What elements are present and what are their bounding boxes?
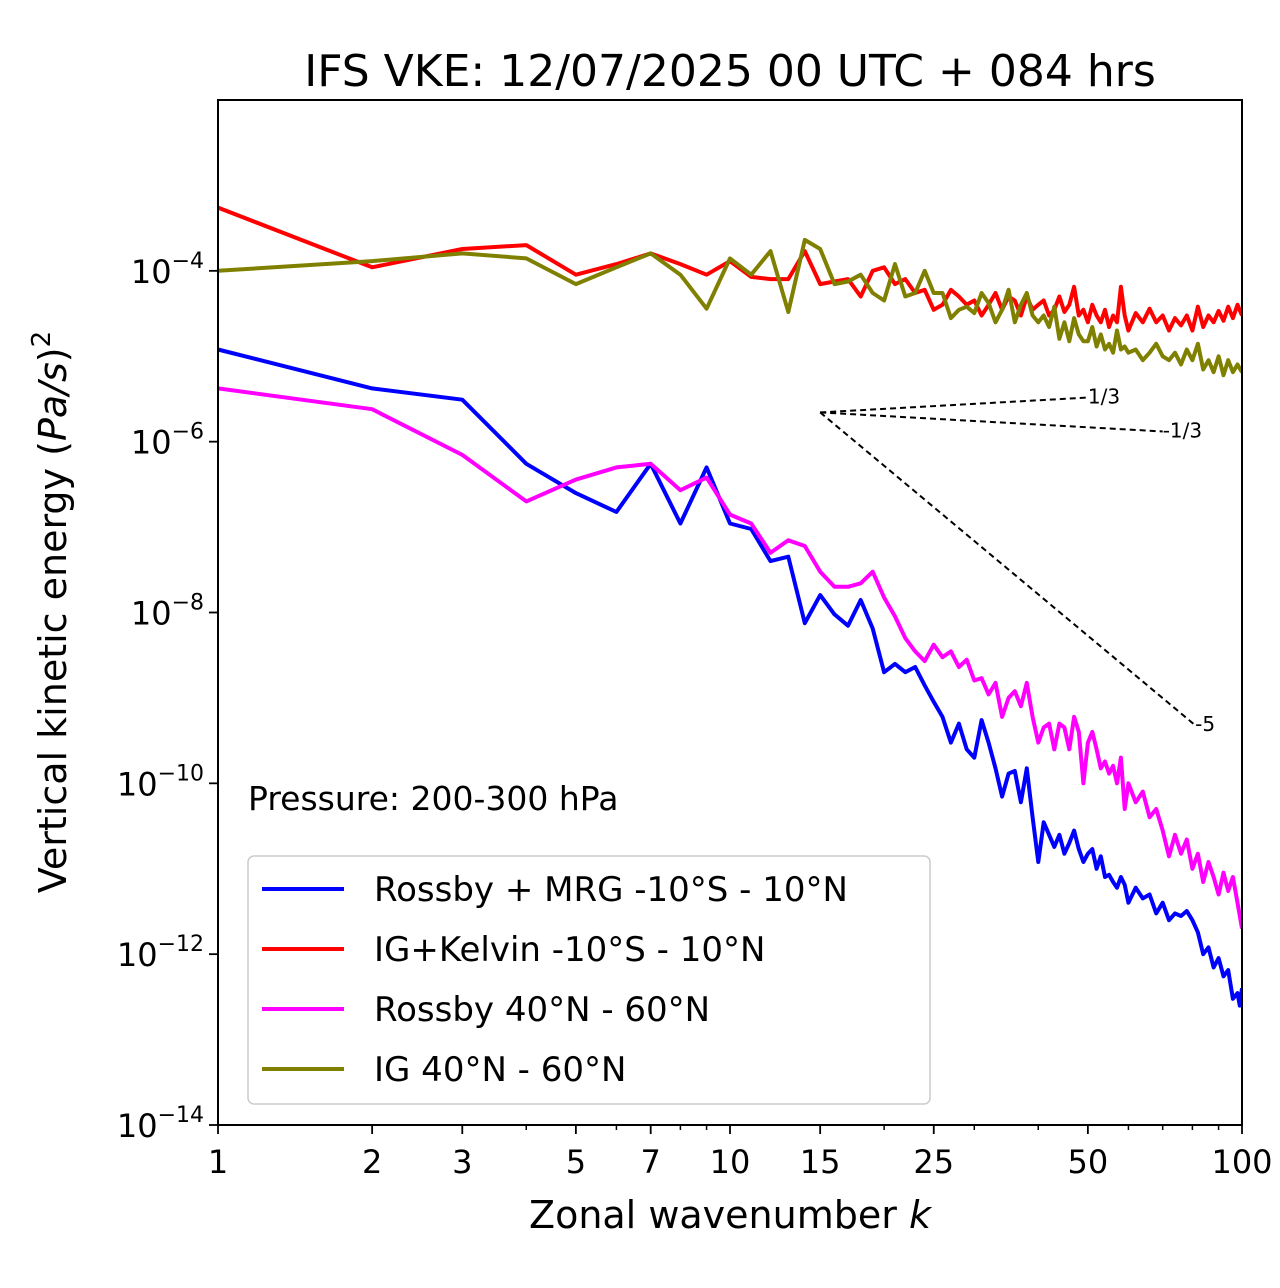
- reference-slope-label-1: 1/3: [1088, 385, 1120, 409]
- x-axis-title: Zonal wavenumber k: [529, 1193, 933, 1237]
- plot-area: 1/3 -1/3 -5 1 2 3 5 7 10 15 25 50 100 10−4 10−6 10−8 10−…: [117, 99, 1273, 1181]
- legend: Rossby + MRG -10°S - 10°N IG+Kelvin -10°S…: [247, 855, 931, 1105]
- y-axis-title: Vertical kinetic energy (Pa/s)2: [27, 331, 75, 893]
- x-tick-label: 10: [710, 1143, 751, 1181]
- x-tick-label: 50: [1068, 1143, 1109, 1181]
- series-group: [218, 205, 1242, 1008]
- y-axis-title-superscript: 2: [27, 331, 57, 348]
- reference-slope-label-3: -5: [1195, 712, 1215, 736]
- x-tick-label: 1: [208, 1143, 228, 1181]
- series-line-3: [218, 386, 1242, 929]
- plot-frame: [217, 99, 1243, 1126]
- series-line-2: [218, 205, 1242, 333]
- y-tick-label: 10−10: [117, 761, 204, 803]
- legend-label-2: IG+Kelvin -10°S - 10°N: [374, 930, 765, 970]
- y-tick-label: 10−4: [131, 249, 204, 291]
- y-axis-title-variable: Pa/s: [31, 362, 75, 441]
- chart-title: IFS VKE: 12/07/2025 00 UTC + 084 hrs: [304, 46, 1156, 97]
- reference-slope-label-2: -1/3: [1163, 418, 1202, 442]
- legend-label-3: Rossby 40°N - 60°N: [374, 990, 710, 1030]
- legend-label-4: IG 40°N - 60°N: [374, 1050, 626, 1090]
- x-tick-label: 2: [362, 1143, 382, 1181]
- series-line-1: [218, 347, 1242, 1008]
- legend-label-1: Rossby + MRG -10°S - 10°N: [374, 870, 848, 910]
- x-tick-label: 15: [800, 1143, 841, 1181]
- reference-slope-line-2: [820, 411, 1163, 433]
- x-tick-label: 3: [452, 1143, 472, 1181]
- x-tick-label: 7: [641, 1143, 661, 1181]
- legend-frame: [247, 855, 931, 1105]
- reference-slope-line-1: [820, 396, 1088, 414]
- series-line-4: [218, 237, 1242, 378]
- x-axis-title-variable: k: [909, 1193, 933, 1237]
- y-tick-label: 10−14: [117, 1103, 204, 1145]
- y-axis-title-prefix: Vertical kinetic energy (: [31, 441, 75, 893]
- pressure-annotation: Pressure: 200-300 hPa: [248, 779, 618, 818]
- y-axis-title-suffix: ): [31, 347, 75, 362]
- x-axis-title-text: Zonal wavenumber: [529, 1193, 897, 1237]
- y-tick-label: 10−8: [131, 591, 204, 633]
- x-tick-label: 5: [566, 1143, 586, 1181]
- reference-slope-line-3: [819, 411, 1196, 726]
- y-tick-label: 10−6: [131, 420, 204, 462]
- x-tick-label: 100: [1211, 1143, 1272, 1181]
- x-tick-label: 25: [913, 1143, 954, 1181]
- y-tick-label: 10−12: [117, 932, 204, 974]
